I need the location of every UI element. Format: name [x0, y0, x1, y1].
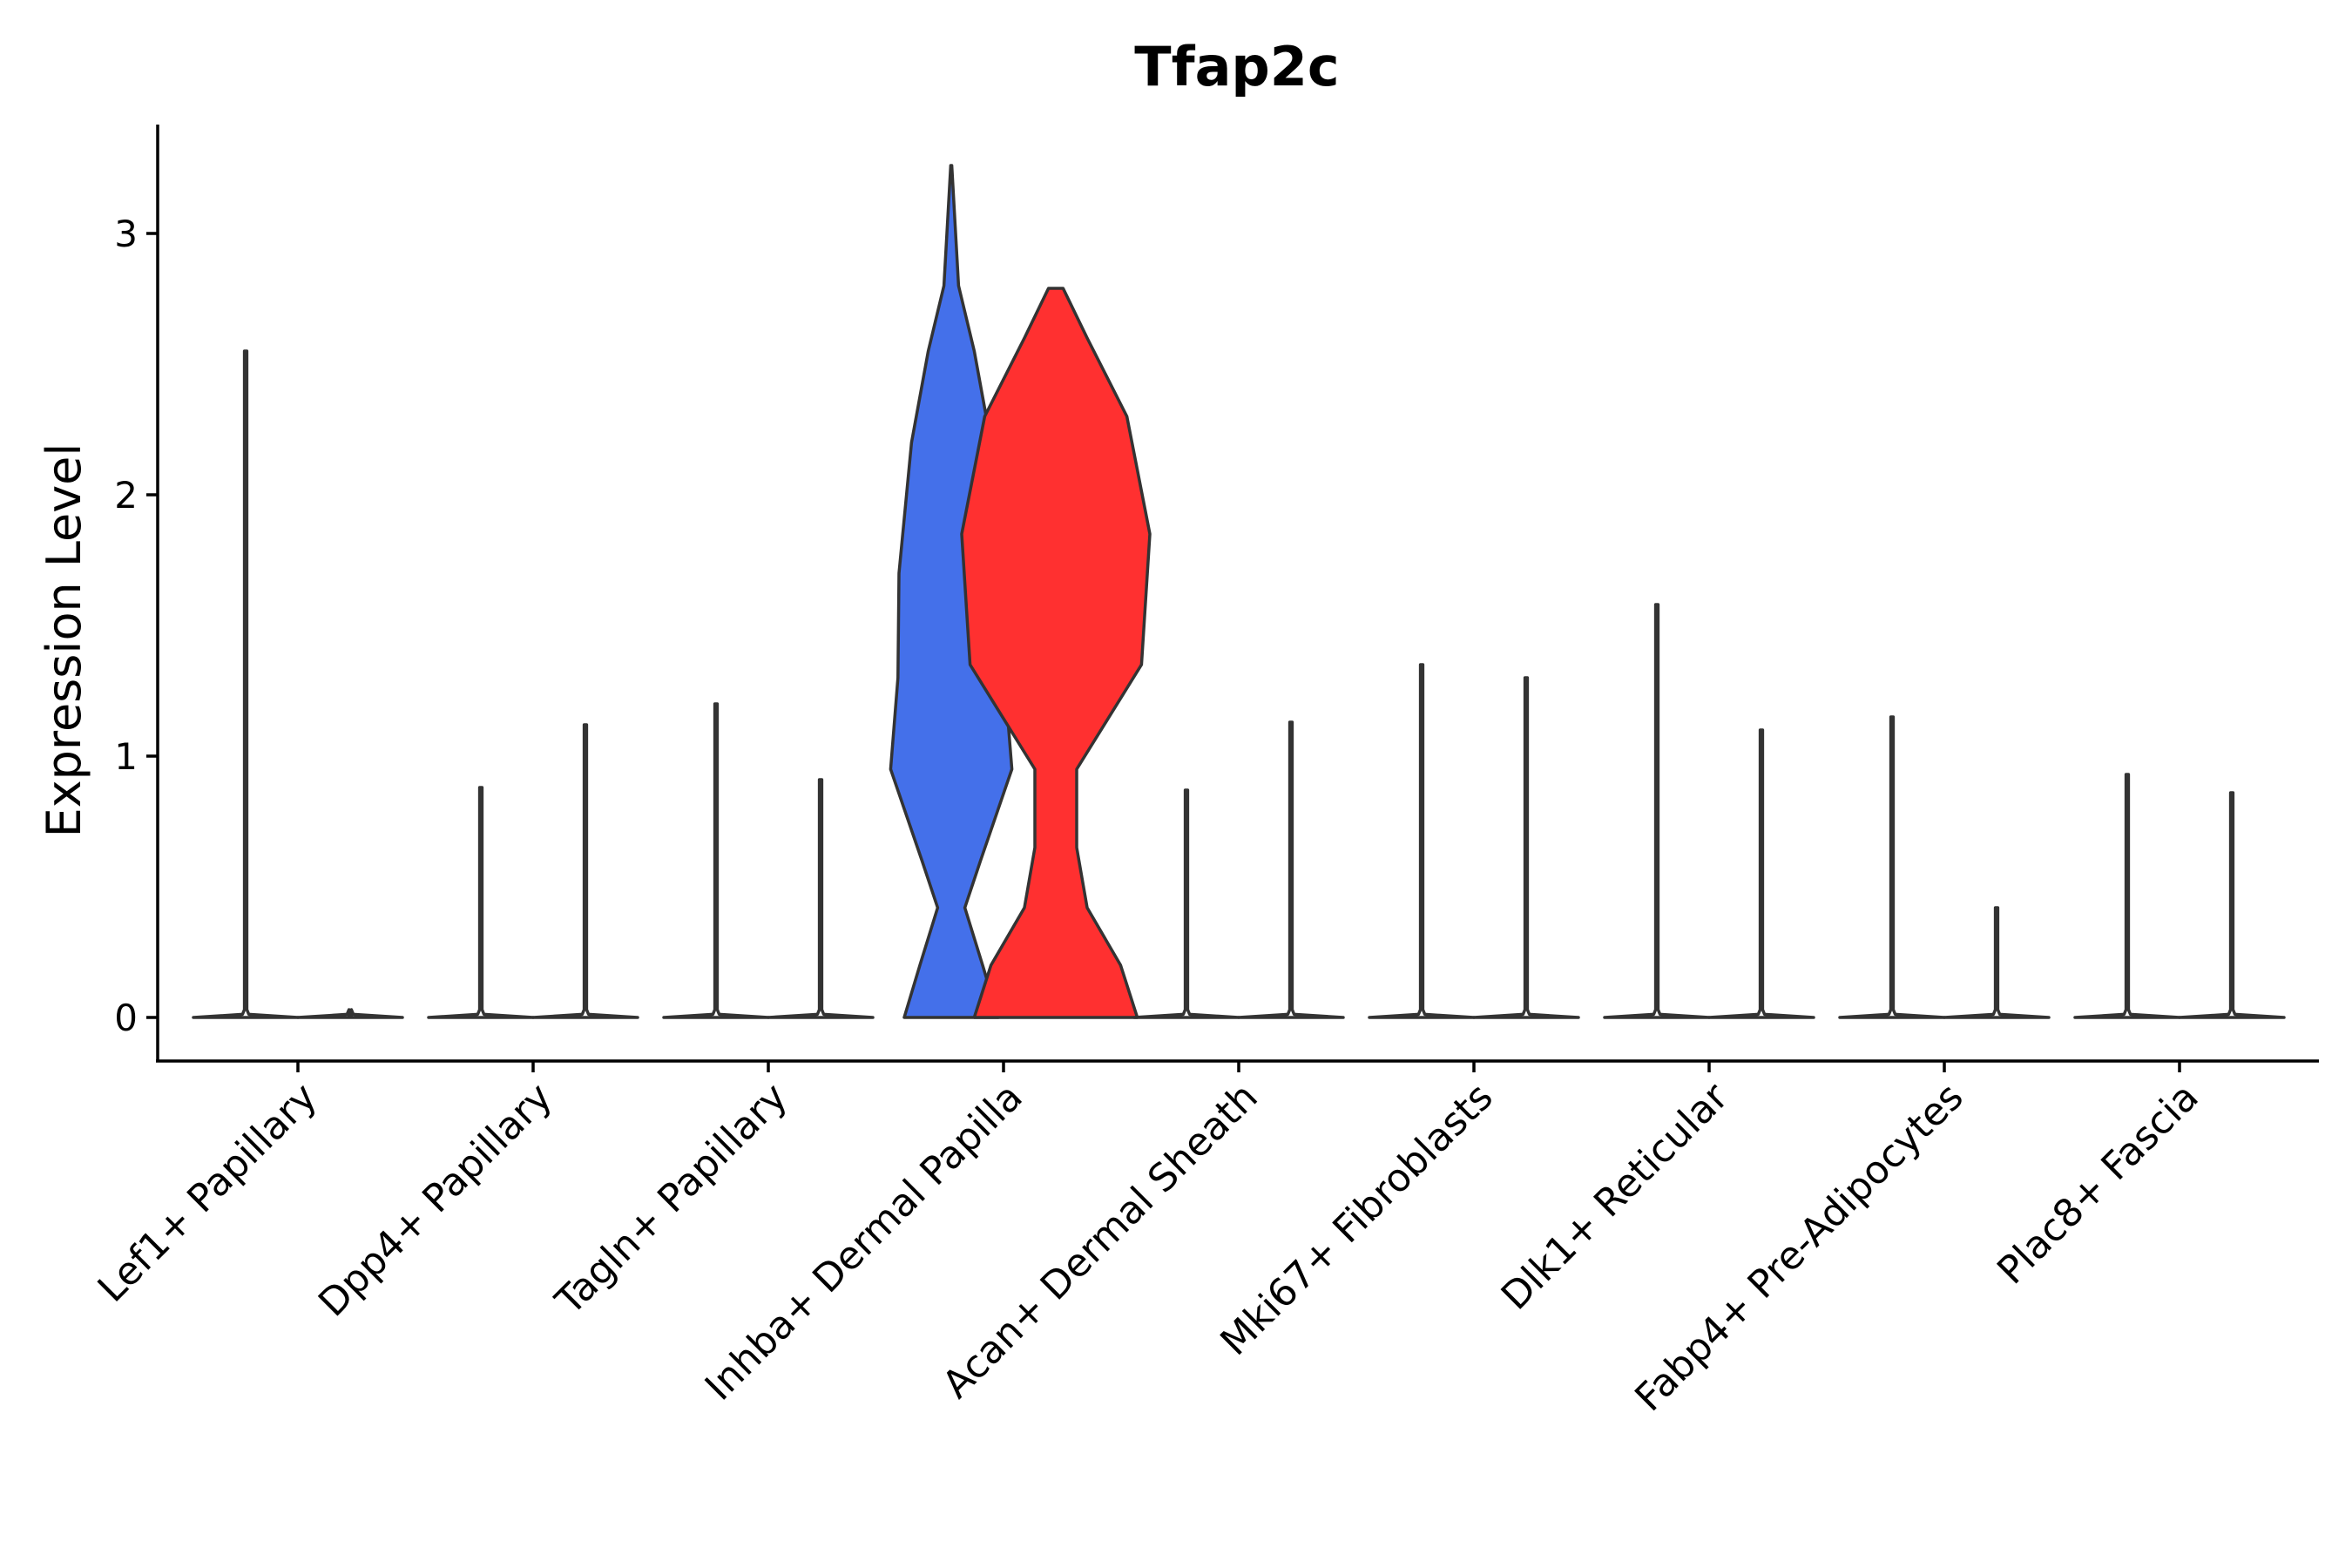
- y-axis-ticks: 0 1 2 3: [114, 213, 158, 1039]
- violin-lef1-papillary-group-1: [192, 349, 300, 1019]
- x-tick-label-lef1-papillary: Lef1+ Papillary: [90, 1075, 326, 1311]
- violin-fabp4-pre-adipocytes-group-2: [1943, 906, 2051, 1019]
- violin-dlk1-reticular-group-1: [1603, 603, 1711, 1019]
- violin-fabp4-pre-adipocytes-group-1: [1838, 715, 1946, 1019]
- violin-tagln-papillary-group-1: [662, 702, 770, 1019]
- violin-tagln-papillary-group-2: [767, 778, 875, 1019]
- violin-plac8-fascia-group-2: [2178, 791, 2286, 1019]
- y-tick-label: 3: [114, 213, 138, 255]
- violin-mki67-fibroblasts-group-1: [1368, 663, 1476, 1019]
- x-tick-label-dpp4-papillary: Dpp4+ Papillary: [310, 1075, 561, 1326]
- violin-mki67-fibroblasts-group-2: [1472, 676, 1580, 1019]
- x-tick-label-mki67-fibroblasts: Mki67+ Fibroblasts: [1212, 1075, 1501, 1364]
- violin-acan-dermal-sheath-group-2: [1237, 720, 1345, 1019]
- y-tick-label: 0: [114, 997, 138, 1039]
- y-axis-label: Expression Level: [37, 443, 91, 838]
- chart-title: Tfap2c: [1134, 35, 1339, 98]
- violin-inhba-dermal-papilla-group-1: [889, 164, 1014, 1019]
- violin-inhba-dermal-papilla-group-2: [960, 287, 1152, 1019]
- violin-plac8-fascia-group-1: [2073, 773, 2181, 1019]
- x-tick-label-dlk1-reticular: Dlk1+ Reticular: [1493, 1074, 1738, 1319]
- violin-dpp4-papillary-group-1: [427, 786, 535, 1019]
- violin-lef1-papillary-group-2: [296, 1008, 404, 1019]
- violin-dpp4-papillary-group-2: [531, 723, 639, 1019]
- x-tick-label-plac8-fascia: Plac8+ Fascia: [1989, 1075, 2207, 1294]
- y-tick-label: 1: [114, 735, 138, 778]
- violin-dlk1-reticular-group-2: [1707, 728, 1815, 1019]
- violin-acan-dermal-sheath-group-1: [1132, 788, 1240, 1019]
- y-tick-label: 2: [114, 474, 138, 517]
- x-tick-label-tagln-papillary: Tagln+ Papillary: [547, 1075, 796, 1324]
- plot-area: [192, 164, 2286, 1019]
